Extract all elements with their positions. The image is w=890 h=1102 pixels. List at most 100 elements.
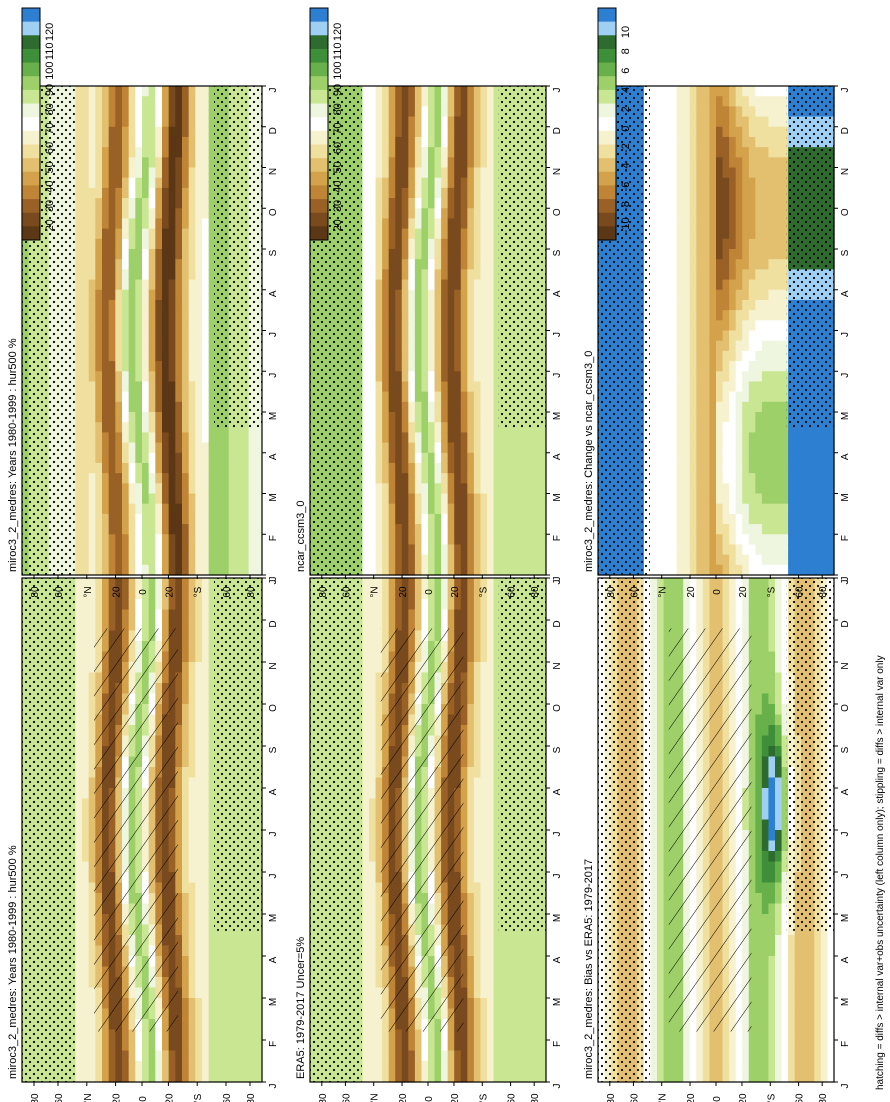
heatmap-cell (168, 599, 176, 611)
heatmap-cell (82, 840, 90, 852)
heatmap-cell (108, 249, 116, 260)
heatmap-cell (148, 157, 156, 169)
heatmap-cell (208, 401, 216, 413)
heatmap-cell (487, 882, 495, 894)
heatmap-cell (382, 1050, 390, 1062)
heatmap-cell (195, 599, 203, 611)
heatmap-cell (75, 513, 83, 525)
heatmap-cell (135, 116, 143, 128)
heatmap-cell (108, 147, 116, 158)
heatmap-cell (168, 157, 176, 169)
heatmap-cell (108, 1029, 116, 1041)
heatmap-cell (75, 269, 83, 281)
heatmap-cell (222, 1029, 230, 1041)
heatmap-cell (115, 238, 123, 250)
heatmap-cell (148, 269, 156, 281)
heatmap-cell (242, 1008, 250, 1020)
heatmap-cell (369, 1019, 377, 1031)
heatmap-cell (375, 977, 383, 989)
heatmap-cell (434, 599, 442, 611)
heatmap-cell (88, 725, 96, 737)
heatmap-cell (195, 391, 203, 403)
heatmap-cell (208, 767, 216, 779)
heatmap-cell (88, 452, 96, 464)
heatmap-cell (115, 167, 123, 179)
heatmap-cell (162, 340, 170, 352)
heatmap-cell (473, 998, 482, 1010)
heatmap-cell (473, 924, 482, 936)
heatmap-cell (228, 452, 236, 464)
stipple-overlay (214, 86, 262, 429)
heatmap-cell (182, 578, 190, 590)
heatmap-cell (434, 1029, 442, 1041)
heatmap-cell (115, 452, 123, 464)
heatmap-cell (162, 249, 170, 260)
heatmap-cell (95, 578, 103, 590)
heatmap-cell (155, 116, 163, 128)
heatmap-cell (195, 422, 203, 433)
heatmap-cell (487, 725, 495, 737)
heatmap-cell (115, 544, 123, 556)
heatmap-cell (195, 578, 203, 590)
heatmap-cell (168, 1071, 176, 1083)
heatmap-cell (195, 620, 203, 632)
heatmap-cell (242, 945, 250, 957)
heatmap-cell (480, 704, 488, 716)
heatmap-cell (182, 462, 190, 474)
heatmap-cell (195, 371, 203, 383)
heatmap-cell (95, 412, 103, 423)
heatmap-cell (369, 966, 377, 978)
heatmap-cell (75, 788, 83, 800)
heatmap-cell (135, 340, 143, 352)
heatmap-cell (222, 966, 230, 978)
heatmap-cell (115, 320, 123, 332)
heatmap-cell (202, 177, 210, 189)
heatmap-cell (428, 1040, 436, 1052)
heatmap-cell (175, 208, 183, 220)
heatmap-cell (460, 630, 468, 642)
heatmap-cell (115, 1040, 123, 1052)
heatmap-cell (195, 893, 203, 905)
heatmap-cell (155, 167, 163, 179)
heatmap-cell (148, 208, 156, 220)
heatmap-cell (493, 609, 501, 621)
heatmap-cell (148, 1029, 156, 1041)
heatmap-cell (208, 945, 216, 957)
heatmap-cell (115, 208, 123, 220)
heatmap-cell (188, 554, 196, 566)
heatmap-cell (155, 483, 163, 495)
heatmap-cell (255, 1008, 263, 1020)
heatmap-cell (362, 819, 370, 831)
heatmap-cell (135, 259, 143, 270)
heatmap-cell (473, 914, 482, 926)
heatmap-cell (248, 442, 256, 454)
heatmap-cell (408, 620, 416, 632)
heatmap-cell (208, 513, 216, 525)
heatmap-cell (82, 310, 90, 321)
heatmap-cell (88, 564, 96, 576)
heatmap-cell (188, 788, 196, 800)
heatmap-cell (388, 588, 396, 600)
heatmap-cell (148, 330, 156, 342)
heatmap-cell (235, 432, 243, 444)
heatmap-cell (148, 609, 156, 621)
heatmap-cell (467, 1040, 475, 1052)
heatmap-cell (168, 106, 176, 118)
heatmap-cell (235, 442, 243, 454)
heatmap-cell (128, 442, 136, 454)
heatmap-cell (202, 340, 210, 352)
heatmap-cell (128, 116, 136, 128)
heatmap-cell (480, 1071, 488, 1083)
heatmap-cell (248, 503, 256, 515)
heatmap-cell (102, 167, 110, 179)
heatmap-cell (414, 578, 423, 590)
heatmap-cell (195, 228, 203, 240)
heatmap-cell (162, 1061, 170, 1073)
heatmap-cell (362, 746, 370, 758)
heatmap-cell (175, 177, 183, 189)
heatmap-cell (460, 1050, 468, 1062)
heatmap-cell (228, 1050, 236, 1062)
heatmap-cell (208, 249, 216, 260)
heatmap-cell (493, 630, 501, 642)
heatmap-cell (473, 578, 482, 590)
